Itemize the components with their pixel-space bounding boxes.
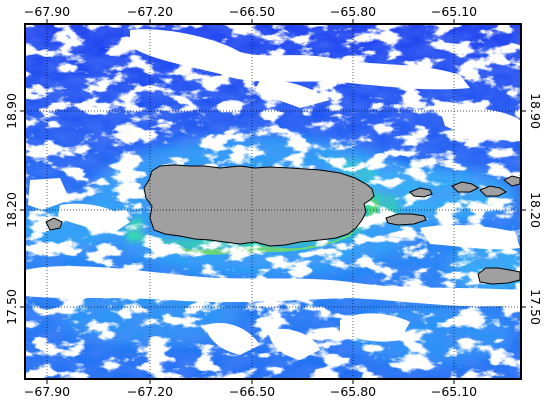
top-lon-label: −65.10 [431,4,477,19]
left-lat-label: 18.20 [4,192,19,228]
right-lat-label: 18.20 [528,192,543,228]
left-lat-label: 18.90 [4,93,19,129]
culebra [409,187,433,198]
virgin-islands-north [451,181,479,193]
bottom-lon-label: −65.80 [330,384,376,399]
map-plot-area [25,24,521,379]
puerto-rico-main [143,164,375,247]
map-frame [24,23,522,380]
bottom-lon-label: −65.10 [431,384,477,399]
right-axis-labels: 18.90 18.20 17.50 [528,93,543,325]
cloud-patches [25,29,520,360]
right-lat-label: 17.50 [528,289,543,325]
tick-marks [20,19,526,384]
bottom-lon-label: −67.20 [127,384,173,399]
graticule [25,24,521,379]
vieques [385,213,427,226]
mona [45,217,63,231]
bottom-lon-label: −67.90 [24,384,70,399]
land [45,164,521,285]
top-lon-label: −67.20 [127,4,173,19]
bottom-axis-labels: −67.90 −67.20 −66.50 −65.80 −65.10 [24,384,477,399]
top-lon-label: −66.50 [229,4,275,19]
left-lat-label: 17.50 [4,289,19,325]
top-lon-label: −67.90 [24,4,70,19]
top-lon-label: −65.80 [330,4,376,19]
left-axis-labels: 18.90 18.20 17.50 [4,93,19,325]
st-croix [477,267,521,285]
bottom-lon-label: −66.50 [229,384,275,399]
right-lat-label: 18.90 [528,93,543,129]
top-axis-labels: −67.90 −67.20 −66.50 −65.80 −65.10 [24,4,477,19]
